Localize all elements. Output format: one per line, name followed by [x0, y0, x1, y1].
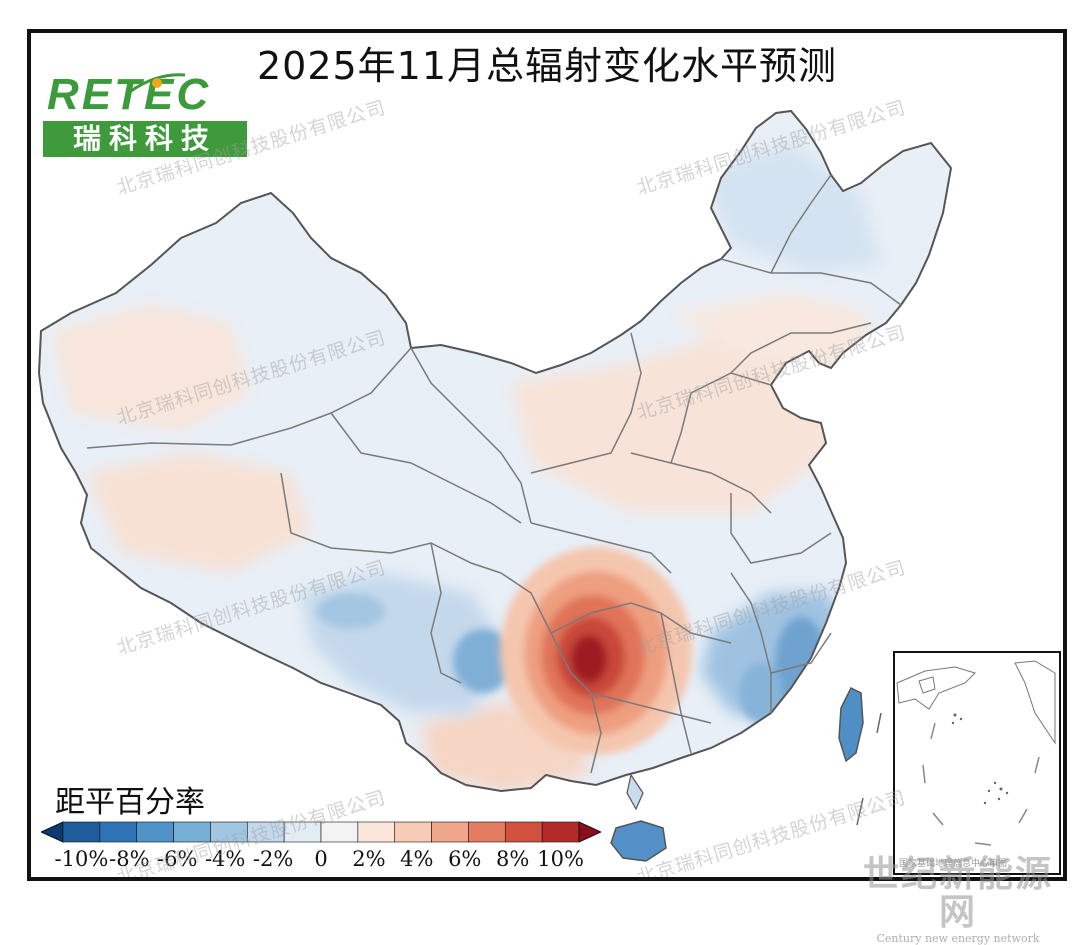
legend-tick-label: -8%: [109, 847, 150, 871]
legend-tick-label: 2%: [352, 847, 386, 871]
inset-caption: 国家基础地理信息中心审图: [899, 859, 1008, 869]
colorbar-bin: [99, 821, 138, 843]
south-china-sea-inset: 国家基础地理信息中心审图: [893, 651, 1061, 875]
legend-tick-label: 4%: [400, 847, 434, 871]
colorbar-bin: [394, 821, 432, 843]
legend-tick-label: -2%: [252, 847, 294, 871]
colorbar-bin: [136, 821, 174, 843]
colorbar-bin: [468, 821, 506, 843]
colorbar-bin: [431, 821, 469, 843]
china-anomaly-map: [37, 109, 953, 862]
anomaly-hot-core: [571, 635, 607, 683]
retec-logo: RETEC 瑞科科技: [43, 73, 253, 159]
anomaly-cool-yunnan: [453, 629, 513, 693]
legend-tick-label: -4%: [204, 847, 246, 871]
colorbar-bin: [357, 821, 396, 843]
map-title: 2025年11月总辐射变化水平预测: [256, 44, 838, 88]
colorbar-bin: [62, 821, 101, 843]
anomaly-cool-tibet-south: [317, 593, 385, 629]
colorbar-max-arrow: [578, 821, 601, 843]
source-watermark: 世纪新能源网 Century new energy network: [848, 856, 1068, 945]
sea-dashes: [856, 712, 882, 826]
logo-text-en: RETEC: [47, 70, 212, 119]
anomaly-warm-xinjiang-south: [51, 303, 251, 433]
provincial-borders: [86, 174, 902, 774]
legend-tick-label: 6%: [448, 847, 482, 871]
colorbar-min-arrow: [41, 821, 64, 843]
colorbar-bin: [504, 821, 543, 843]
taiwan-island: [838, 686, 864, 763]
inset-map: [896, 660, 1056, 846]
source-watermark-cn: 世纪新能源网: [862, 854, 1053, 933]
anomaly-warm-north-china: [671, 293, 871, 363]
legend-tick-label: 10%: [537, 847, 584, 871]
legend-tick-label: -10%: [54, 847, 109, 871]
legend-colorbar: [41, 821, 601, 843]
legend-tick-label: -6%: [157, 847, 198, 871]
colorbar-bin: [541, 821, 580, 843]
anomaly-cool-guangdong: [739, 663, 783, 723]
legend-tick-label: 0: [314, 847, 328, 871]
source-watermark-en: Century new energy network: [876, 932, 1040, 945]
legend-ticks: -10% -8% -6% -4% -2% 0 2% 4% 6% 8% 10%: [41, 847, 601, 873]
china-national-border: [37, 109, 953, 793]
hainan-island: [610, 820, 667, 862]
leizhou-peninsula: [626, 773, 644, 811]
legend-tick-label: 8%: [495, 847, 530, 871]
legend-title: 距平百分率: [55, 785, 205, 820]
logo-text-cn: 瑞科科技: [43, 121, 247, 157]
anomaly-warm-tibet-west: [86, 453, 311, 573]
retec-sun-swoosh-logo-icon: [130, 73, 186, 93]
anomaly-warm-central: [511, 333, 831, 513]
map-frame: 2025年11月总辐射变化水平预测 RETEC 瑞科科技 距平百分率 -10% -…: [27, 29, 1067, 881]
